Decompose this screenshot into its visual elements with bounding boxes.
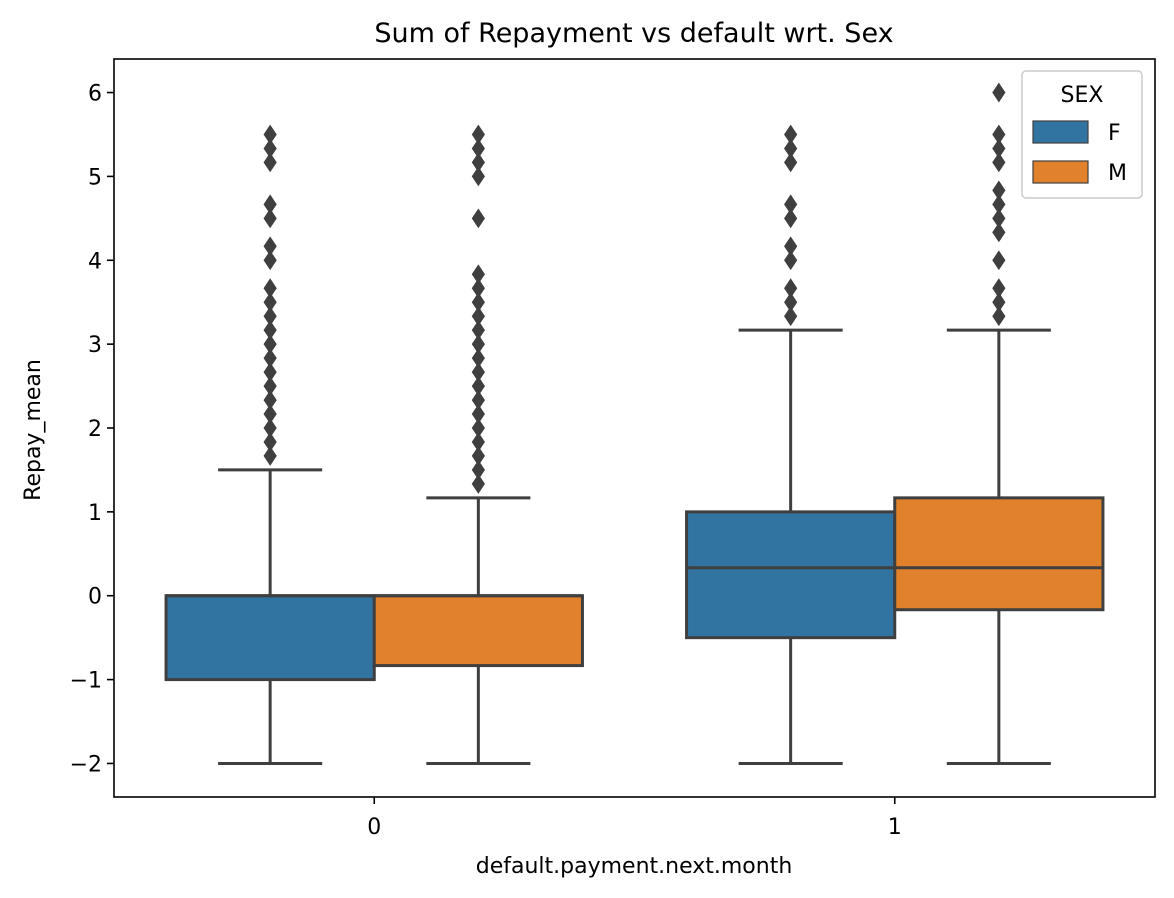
- outlier-point: [471, 418, 485, 438]
- box-iqr: [685, 510, 897, 640]
- outlier-point: [471, 404, 485, 424]
- outlier-point: [784, 250, 798, 271]
- outlier-point: [992, 180, 1006, 201]
- outlier-point: [471, 264, 485, 285]
- outlier-point: [471, 306, 485, 327]
- outlier-point: [263, 404, 277, 424]
- outlier-point: [992, 208, 1006, 229]
- y-tick-label: 0: [88, 585, 102, 610]
- outlier-point: [471, 320, 485, 341]
- outlier-point: [263, 334, 277, 355]
- outlier-point: [471, 138, 485, 159]
- y-tick-label: 5: [88, 165, 102, 190]
- legend-label-f: F: [1108, 121, 1121, 146]
- outlier-point: [471, 348, 485, 369]
- outlier-point: [263, 124, 277, 145]
- y-tick-label: 4: [88, 249, 102, 274]
- outlier-point: [992, 124, 1006, 145]
- legend-label-m: M: [1108, 161, 1127, 186]
- box-group-m-1: [893, 82, 1105, 765]
- outlier-point: [992, 222, 1006, 243]
- outlier-point: [263, 208, 277, 229]
- outlier-point: [784, 278, 798, 299]
- outlier-point: [263, 432, 277, 452]
- outlier-point: [471, 124, 485, 145]
- y-tick-label: 2: [88, 417, 102, 442]
- outlier-point: [471, 474, 485, 494]
- outlier-point: [263, 348, 277, 369]
- outlier-point: [263, 236, 277, 257]
- outlier-point: [263, 376, 277, 396]
- outlier-point: [784, 306, 798, 327]
- outlier-point: [784, 124, 798, 145]
- outlier-point: [263, 418, 277, 438]
- x-axis-label: default.payment.next.month: [476, 854, 793, 879]
- outlier-point: [471, 208, 485, 229]
- outlier-point: [471, 166, 485, 187]
- box-iqr: [372, 594, 584, 668]
- box-group-f-0: [164, 124, 376, 765]
- outlier-point: [992, 250, 1006, 271]
- outlier-point: [992, 138, 1006, 159]
- outlier-point: [471, 152, 485, 173]
- outlier-point: [992, 278, 1006, 299]
- legend: SEX F M: [1021, 70, 1143, 199]
- outlier-point: [992, 152, 1006, 173]
- outlier-point: [263, 390, 277, 410]
- x-tick-label: 0: [367, 815, 381, 840]
- outlier-point: [471, 446, 485, 466]
- outlier-point: [784, 138, 798, 159]
- outlier-point: [263, 306, 277, 327]
- plot-frame: [113, 58, 1156, 798]
- outlier-point: [471, 376, 485, 396]
- outlier-point: [263, 138, 277, 159]
- outlier-point: [471, 390, 485, 410]
- legend-swatch-m: [1032, 160, 1089, 184]
- legend-title: SEX: [1061, 83, 1104, 108]
- outlier-point: [992, 292, 1006, 313]
- outlier-point: [992, 306, 1006, 327]
- outlier-point: [784, 152, 798, 173]
- y-tick-label: 1: [88, 501, 102, 526]
- outlier-point: [992, 194, 1006, 215]
- outlier-point: [784, 208, 798, 229]
- outlier-point: [263, 194, 277, 215]
- outlier-point: [263, 250, 277, 271]
- y-axis-label: Repay_mean: [21, 359, 46, 501]
- box-iqr: [893, 496, 1105, 612]
- outlier-point: [784, 236, 798, 257]
- x-tick-label: 1: [888, 815, 902, 840]
- y-axis-ticks: −2 −1 0 1 2 3 4 5 6: [70, 82, 114, 777]
- outlier-point: [471, 460, 485, 480]
- outlier-point: [992, 82, 1006, 103]
- chart-title: Sum of Repayment vs default wrt. Sex: [374, 18, 893, 49]
- outlier-point: [471, 278, 485, 299]
- y-tick-label: −1: [70, 669, 102, 694]
- outlier-point: [471, 362, 485, 382]
- outlier-point: [263, 446, 277, 466]
- outlier-point: [471, 292, 485, 313]
- legend-swatch-f: [1032, 120, 1089, 144]
- box-iqr: [164, 594, 376, 682]
- box-group-m-0: [372, 124, 584, 765]
- outlier-point: [263, 152, 277, 173]
- outlier-point: [471, 334, 485, 355]
- outlier-point: [263, 278, 277, 299]
- y-tick-label: 3: [88, 333, 102, 358]
- box-group-f-1: [685, 124, 897, 765]
- outlier-point: [263, 292, 277, 313]
- outlier-point: [263, 362, 277, 382]
- outlier-point: [784, 292, 798, 313]
- y-tick-label: −2: [70, 752, 102, 777]
- outlier-point: [263, 320, 277, 341]
- outlier-point: [471, 432, 485, 452]
- y-tick-label: 6: [88, 82, 102, 107]
- outlier-point: [784, 194, 798, 215]
- plot-area: [164, 82, 1105, 765]
